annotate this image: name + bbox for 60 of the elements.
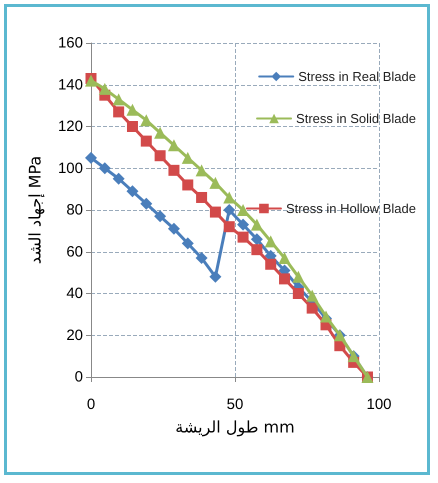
point xyxy=(113,106,124,118)
point xyxy=(98,162,111,174)
point xyxy=(237,218,250,231)
legend-label: Stress in Real Blade xyxy=(298,69,416,84)
y-tick-label: 140 xyxy=(58,76,83,94)
point xyxy=(140,114,152,126)
y-tick-label: 80 xyxy=(66,202,83,218)
point xyxy=(112,172,125,185)
y-tick-label: 40 xyxy=(66,285,83,302)
point xyxy=(292,270,304,283)
point xyxy=(140,198,152,210)
point xyxy=(85,152,97,164)
point xyxy=(210,206,221,218)
point xyxy=(126,121,138,132)
legend-label: Stress in Hollow Blade xyxy=(286,201,416,216)
point xyxy=(182,152,194,164)
point xyxy=(238,232,249,243)
point xyxy=(154,126,166,139)
point xyxy=(306,290,318,302)
y-tick-label: 100 xyxy=(58,160,83,177)
point xyxy=(182,179,194,190)
point xyxy=(168,222,180,235)
point xyxy=(265,258,276,270)
x-axis-title: طول الريشة mm xyxy=(175,418,295,436)
x-tick-label: 0 xyxy=(86,396,96,413)
point xyxy=(168,139,180,152)
y-tick-label: 160 xyxy=(58,34,83,52)
point xyxy=(209,270,222,283)
point xyxy=(85,74,97,87)
point xyxy=(264,235,277,248)
y-tick-label: 0 xyxy=(74,368,83,386)
point xyxy=(126,185,138,198)
x-tick-label: 50 xyxy=(226,396,244,413)
point xyxy=(278,252,291,264)
x-tick-label: 100 xyxy=(366,396,392,413)
point xyxy=(251,244,262,256)
point xyxy=(250,218,263,231)
point xyxy=(154,210,166,222)
point xyxy=(320,310,332,322)
point xyxy=(196,252,208,264)
point xyxy=(250,233,263,246)
point xyxy=(154,150,166,162)
point xyxy=(306,302,318,314)
legend-label: Stress in Solid Blade xyxy=(296,111,416,126)
point xyxy=(182,237,194,250)
point xyxy=(168,164,180,176)
point xyxy=(126,104,138,116)
point xyxy=(112,93,125,106)
point xyxy=(140,136,152,147)
y-tick-label: 20 xyxy=(66,326,83,344)
point xyxy=(209,176,222,189)
y-tick-label: 60 xyxy=(66,243,83,260)
point xyxy=(224,221,235,232)
y-tick-label: 120 xyxy=(58,118,83,135)
point xyxy=(98,82,111,95)
point xyxy=(279,273,290,284)
point xyxy=(223,204,236,216)
point xyxy=(292,288,304,299)
y-axis-title: إجهاد الشد MPa xyxy=(26,156,44,264)
point xyxy=(196,192,208,203)
